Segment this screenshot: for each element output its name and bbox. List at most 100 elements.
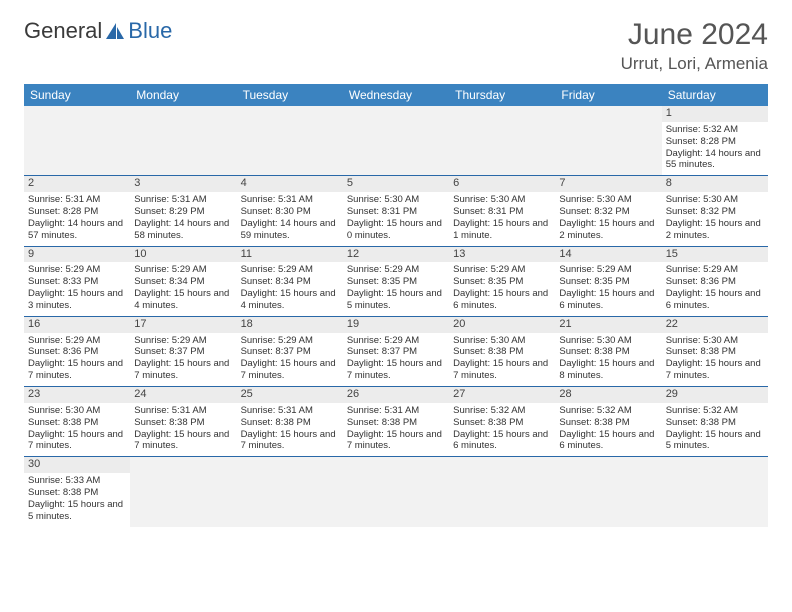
calendar-day-cell [130,457,236,527]
sunset-text: Sunset: 8:36 PM [28,346,126,358]
sunrise-text: Sunrise: 5:30 AM [453,194,551,206]
daylight-text: Daylight: 15 hours and 7 minutes. [666,358,764,382]
calendar-day-cell [449,457,555,527]
logo-text-blue: Blue [128,18,172,44]
day-number: 18 [237,317,343,333]
sunset-text: Sunset: 8:38 PM [666,417,764,429]
sunset-text: Sunset: 8:38 PM [28,417,126,429]
day-number: 19 [343,317,449,333]
calendar-day-cell [237,457,343,527]
day-number: 16 [24,317,130,333]
daylight-text: Daylight: 15 hours and 4 minutes. [241,288,339,312]
day-number: 7 [555,176,661,192]
sunrise-text: Sunrise: 5:29 AM [28,264,126,276]
sunset-text: Sunset: 8:38 PM [666,346,764,358]
calendar-table: Sunday Monday Tuesday Wednesday Thursday… [24,84,768,527]
calendar-day-cell: 12Sunrise: 5:29 AMSunset: 8:35 PMDayligh… [343,246,449,316]
sunrise-text: Sunrise: 5:31 AM [28,194,126,206]
calendar-day-cell: 21 Sunrise: 5:30 AMSunset: 8:38 PMDayligh… [555,316,661,386]
calendar-day-cell: 10Sunrise: 5:29 AMSunset: 8:34 PMDayligh… [130,246,236,316]
sunrise-text: Sunrise: 5:29 AM [134,335,232,347]
sunrise-text: Sunrise: 5:29 AM [347,264,445,276]
calendar-day-cell: 19Sunrise: 5:29 AMSunset: 8:37 PMDayligh… [343,316,449,386]
sunrise-text: Sunrise: 5:29 AM [241,264,339,276]
day-number: 30 [24,457,130,473]
sunrise-text: Sunrise: 5:30 AM [666,335,764,347]
sunset-text: Sunset: 8:37 PM [347,346,445,358]
daylight-text: Daylight: 15 hours and 0 minutes. [347,218,445,242]
calendar-day-cell: 20Sunrise: 5:30 AMSunset: 8:38 PMDayligh… [449,316,555,386]
sunrise-text: Sunrise: 5:31 AM [134,405,232,417]
calendar-week-row: 30Sunrise: 5:33 AMSunset: 8:38 PMDayligh… [24,457,768,527]
calendar-day-cell: 18Sunrise: 5:29 AMSunset: 8:37 PMDayligh… [237,316,343,386]
day-number: 5 [343,176,449,192]
sunrise-text: Sunrise: 5:30 AM [453,335,551,347]
daylight-text: Daylight: 15 hours and 7 minutes. [134,358,232,382]
calendar-day-cell [130,106,236,176]
sunset-text: Sunset: 8:38 PM [559,417,657,429]
daylight-text: Daylight: 15 hours and 5 minutes. [666,429,764,453]
logo-text-general: General [24,18,102,44]
sunrise-text: Sunrise: 5:31 AM [241,194,339,206]
calendar-day-cell: 11Sunrise: 5:29 AMSunset: 8:34 PMDayligh… [237,246,343,316]
sunrise-text: Sunrise: 5:30 AM [559,335,657,347]
day-number: 14 [555,247,661,263]
sunset-text: Sunset: 8:36 PM [666,276,764,288]
calendar-day-cell: 14Sunrise: 5:29 AMSunset: 8:35 PMDayligh… [555,246,661,316]
calendar-day-cell: 5Sunrise: 5:30 AMSunset: 8:31 PMDaylight… [343,176,449,246]
calendar-day-cell [237,106,343,176]
day-number: 15 [662,247,768,263]
logo: General Blue [24,18,172,44]
weekday-header: Friday [555,84,661,106]
daylight-text: Daylight: 15 hours and 5 minutes. [347,288,445,312]
day-number: 9 [24,247,130,263]
sunset-text: Sunset: 8:37 PM [241,346,339,358]
sunset-text: Sunset: 8:28 PM [666,136,764,148]
daylight-text: Daylight: 15 hours and 2 minutes. [559,218,657,242]
sunset-text: Sunset: 8:32 PM [559,206,657,218]
sunrise-text: Sunrise: 5:29 AM [453,264,551,276]
day-number: 11 [237,247,343,263]
sunset-text: Sunset: 8:38 PM [453,346,551,358]
daylight-text: Daylight: 15 hours and 2 minutes. [666,218,764,242]
weekday-header: Tuesday [237,84,343,106]
weekday-header: Sunday [24,84,130,106]
sunset-text: Sunset: 8:34 PM [134,276,232,288]
daylight-text: Daylight: 14 hours and 57 minutes. [28,218,126,242]
sunrise-text: Sunrise: 5:29 AM [559,264,657,276]
sunset-text: Sunset: 8:38 PM [559,346,657,358]
sunset-text: Sunset: 8:38 PM [453,417,551,429]
sunset-text: Sunset: 8:32 PM [666,206,764,218]
day-number: 28 [555,387,661,403]
day-number: 1 [662,106,768,122]
daylight-text: Daylight: 14 hours and 59 minutes. [241,218,339,242]
day-number: 22 [662,317,768,333]
sunrise-text: Sunrise: 5:30 AM [347,194,445,206]
calendar-day-cell: 28Sunrise: 5:32 AMSunset: 8:38 PMDayligh… [555,387,661,457]
calendar-day-cell: 2Sunrise: 5:31 AMSunset: 8:28 PMDaylight… [24,176,130,246]
day-number: 10 [130,247,236,263]
day-number: 21 [555,317,661,333]
calendar-day-cell: 7 Sunrise: 5:30 AMSunset: 8:32 PMDaylight… [555,176,661,246]
header: General Blue June 2024 Urrut, Lori, Arme… [24,18,768,74]
calendar-day-cell [24,106,130,176]
daylight-text: Daylight: 15 hours and 7 minutes. [453,358,551,382]
sunset-text: Sunset: 8:37 PM [134,346,232,358]
sunrise-text: Sunrise: 5:30 AM [559,194,657,206]
daylight-text: Daylight: 15 hours and 8 minutes. [559,358,657,382]
daylight-text: Daylight: 15 hours and 3 minutes. [28,288,126,312]
sunrise-text: Sunrise: 5:31 AM [241,405,339,417]
calendar-day-cell: 3Sunrise: 5:31 AMSunset: 8:29 PMDaylight… [130,176,236,246]
calendar-day-cell: 26Sunrise: 5:31 AMSunset: 8:38 PMDayligh… [343,387,449,457]
calendar-day-cell: 8Sunrise: 5:30 AMSunset: 8:32 PMDaylight… [662,176,768,246]
calendar-day-cell [343,457,449,527]
day-number: 12 [343,247,449,263]
calendar-day-cell: 16Sunrise: 5:29 AMSunset: 8:36 PMDayligh… [24,316,130,386]
calendar-day-cell: 27Sunrise: 5:32 AMSunset: 8:38 PMDayligh… [449,387,555,457]
daylight-text: Daylight: 15 hours and 7 minutes. [241,358,339,382]
calendar-day-cell: 29Sunrise: 5:32 AMSunset: 8:38 PMDayligh… [662,387,768,457]
sunset-text: Sunset: 8:34 PM [241,276,339,288]
day-number: 8 [662,176,768,192]
daylight-text: Daylight: 15 hours and 7 minutes. [134,429,232,453]
calendar-day-cell [555,457,661,527]
